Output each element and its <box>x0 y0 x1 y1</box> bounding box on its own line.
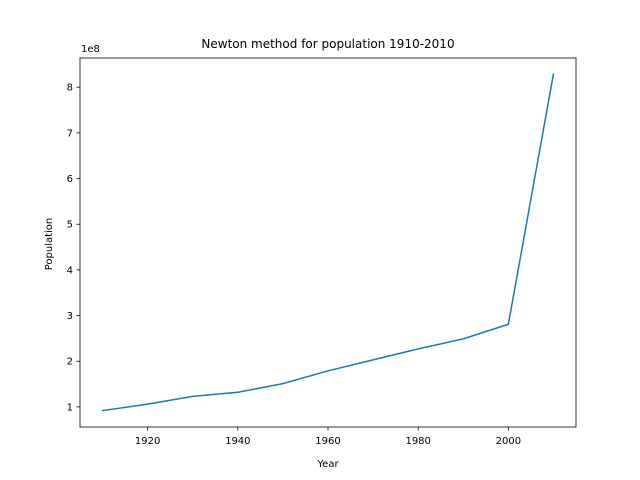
y-tick-label-7: 7 <box>67 128 73 139</box>
y-tick-label-8: 8 <box>67 83 73 94</box>
y-offset-label: 1e8 <box>81 44 100 55</box>
y-tick-label-6: 6 <box>67 174 73 185</box>
x-tick-label-2000: 2000 <box>496 436 521 447</box>
y-axis-label: Population <box>44 218 55 271</box>
y-tick-label-4: 4 <box>67 265 73 276</box>
chart-title: Newton method for population 1910-2010 <box>201 37 454 51</box>
y-tick-label-3: 3 <box>67 311 73 322</box>
y-tick-label-5: 5 <box>67 220 73 231</box>
y-tick-label-1: 1 <box>67 402 73 413</box>
y-tick-label-2: 2 <box>67 357 73 368</box>
x-tick-label-1940: 1940 <box>225 436 250 447</box>
x-tick-label-1920: 1920 <box>135 436 160 447</box>
x-axis-label: Year <box>316 459 339 470</box>
plot-frame <box>79 57 577 428</box>
x-tick-label-1980: 1980 <box>405 436 430 447</box>
x-tick-label-1960: 1960 <box>315 436 340 447</box>
series-line-population <box>101 73 555 412</box>
